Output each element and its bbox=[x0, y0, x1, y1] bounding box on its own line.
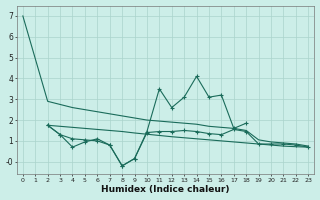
X-axis label: Humidex (Indice chaleur): Humidex (Indice chaleur) bbox=[101, 185, 230, 194]
